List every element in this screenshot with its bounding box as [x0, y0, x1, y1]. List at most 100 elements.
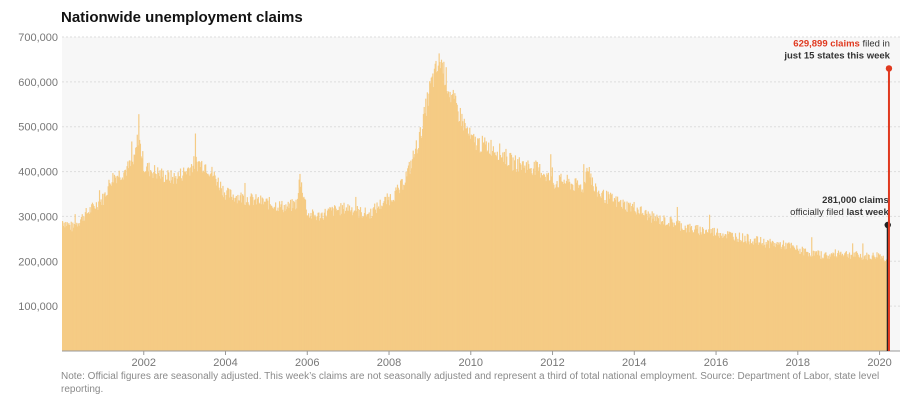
bar — [542, 175, 544, 351]
bar — [445, 67, 447, 352]
bar — [649, 213, 651, 351]
bar — [206, 173, 208, 351]
x-tick-label: 2016 — [704, 357, 728, 369]
bar — [616, 206, 618, 351]
bar — [743, 241, 745, 351]
bar — [227, 188, 230, 351]
bar — [207, 173, 209, 351]
bar — [215, 178, 217, 351]
bar — [686, 232, 688, 351]
bar — [727, 231, 729, 351]
bar — [675, 225, 677, 351]
bar — [520, 164, 522, 351]
bar — [349, 211, 351, 351]
bar — [159, 170, 161, 351]
bar — [311, 209, 314, 351]
bar — [225, 195, 227, 351]
bar — [693, 232, 695, 351]
bar — [153, 165, 156, 351]
bar — [639, 214, 641, 351]
bar — [576, 180, 579, 351]
bar — [172, 176, 174, 351]
bar — [234, 201, 236, 351]
bar — [124, 169, 127, 351]
bar — [356, 206, 358, 351]
bar — [367, 213, 369, 351]
bar — [311, 218, 313, 351]
bar — [659, 215, 661, 351]
bar — [688, 232, 690, 351]
bar — [347, 204, 349, 351]
source-note: Note: Official figures are seasonally ad… — [61, 371, 880, 395]
y-tick-label: 200,000 — [18, 256, 58, 268]
bar — [624, 201, 626, 351]
bar — [854, 256, 856, 351]
bar — [761, 243, 763, 351]
bar — [337, 210, 339, 351]
bar — [292, 208, 294, 351]
bar — [539, 177, 542, 351]
bar — [833, 253, 835, 351]
bar — [541, 175, 543, 351]
bar — [366, 216, 368, 351]
bar — [469, 127, 471, 351]
bar — [783, 246, 785, 351]
bar — [793, 247, 796, 351]
bar — [145, 170, 147, 351]
bar — [624, 209, 627, 351]
bar — [827, 255, 829, 351]
bar — [104, 192, 106, 351]
bar — [611, 193, 613, 351]
bar — [525, 162, 527, 351]
bar — [700, 232, 702, 351]
bar — [98, 190, 101, 351]
bar — [242, 194, 244, 351]
bar — [67, 224, 69, 351]
bar — [152, 178, 154, 351]
bar — [223, 192, 226, 351]
bar — [790, 242, 792, 351]
bar — [106, 194, 108, 351]
bar — [510, 154, 513, 351]
bar — [481, 135, 483, 351]
bar — [438, 53, 440, 351]
bar — [623, 202, 625, 351]
annotation-emphasis: last week — [846, 207, 889, 218]
this-week-dot — [885, 65, 893, 72]
bar — [299, 173, 301, 351]
bar — [653, 221, 656, 351]
bar — [569, 181, 571, 351]
bar — [358, 217, 360, 351]
bar — [749, 244, 751, 351]
bar — [393, 201, 395, 351]
bar — [209, 176, 211, 351]
bar — [361, 217, 363, 351]
bar — [415, 140, 417, 351]
bar — [351, 207, 353, 351]
bar — [447, 93, 449, 351]
bar — [101, 204, 103, 351]
bar — [758, 242, 760, 351]
bar — [812, 250, 814, 351]
bar — [791, 246, 793, 351]
bar — [422, 128, 424, 351]
bar — [729, 231, 731, 351]
bar — [510, 152, 512, 351]
bar — [838, 254, 840, 351]
bar — [99, 201, 101, 351]
bar — [202, 170, 204, 351]
bar — [410, 160, 412, 351]
bar — [538, 167, 540, 351]
bar — [224, 199, 226, 351]
bar — [683, 229, 685, 351]
bar — [342, 209, 344, 351]
bar — [437, 65, 439, 352]
bar — [127, 161, 129, 351]
bar — [301, 192, 303, 351]
x-tick-label: 2012 — [540, 357, 564, 369]
bar — [115, 176, 117, 351]
bar — [422, 114, 425, 351]
bar — [815, 252, 817, 351]
bar — [670, 217, 672, 351]
bar — [472, 135, 474, 351]
